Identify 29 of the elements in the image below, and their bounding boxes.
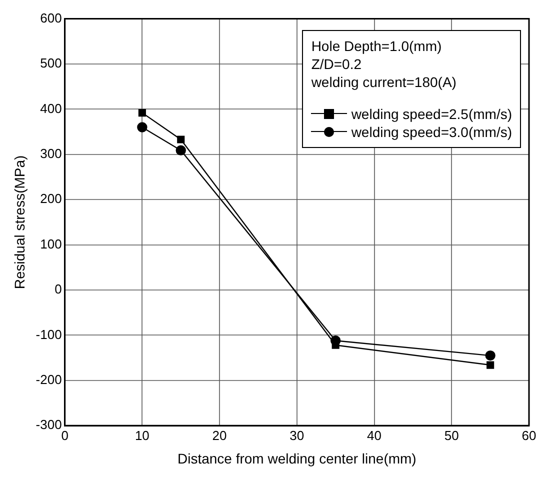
y-tick-label: 0 (54, 282, 62, 297)
x-tick-label: 50 (444, 428, 459, 443)
y-tick-label: 500 (40, 56, 62, 71)
y-tick-label: -200 (36, 372, 62, 387)
point (177, 136, 185, 144)
x-tick-label: 40 (367, 428, 382, 443)
x-tick-label: 60 (522, 428, 536, 443)
point (137, 122, 148, 132)
x-tick-label: 10 (134, 428, 150, 443)
legend-label: welding speed=2.5(mm/s) (351, 105, 512, 123)
point (485, 350, 496, 361)
x-tick-label: 30 (290, 428, 304, 443)
y-tick-label: -100 (36, 326, 62, 342)
legend-label: welding speed=3.0(mm/s) (351, 123, 512, 141)
x-axis-title: Distance from welding center line(mm) (177, 450, 416, 466)
point (486, 361, 494, 369)
y-tick-label: 600 (40, 10, 62, 26)
x-tick-label: 20 (212, 428, 227, 443)
y-tick-label: -300 (36, 417, 62, 432)
point (138, 109, 146, 117)
annotation: Hole Depth=1.0(mm) (311, 37, 443, 55)
y-tick-label: 200 (40, 191, 62, 206)
point (176, 145, 186, 156)
annotation: welding current=180(A) (311, 73, 458, 91)
y-axis-title: Residual stress(MPa) (11, 155, 28, 290)
y-tick-label: 400 (40, 100, 62, 116)
y-tick-label: 100 (40, 236, 62, 252)
y-tick-label: 300 (40, 146, 62, 161)
annotation: Z/D=0.2 (311, 55, 363, 73)
